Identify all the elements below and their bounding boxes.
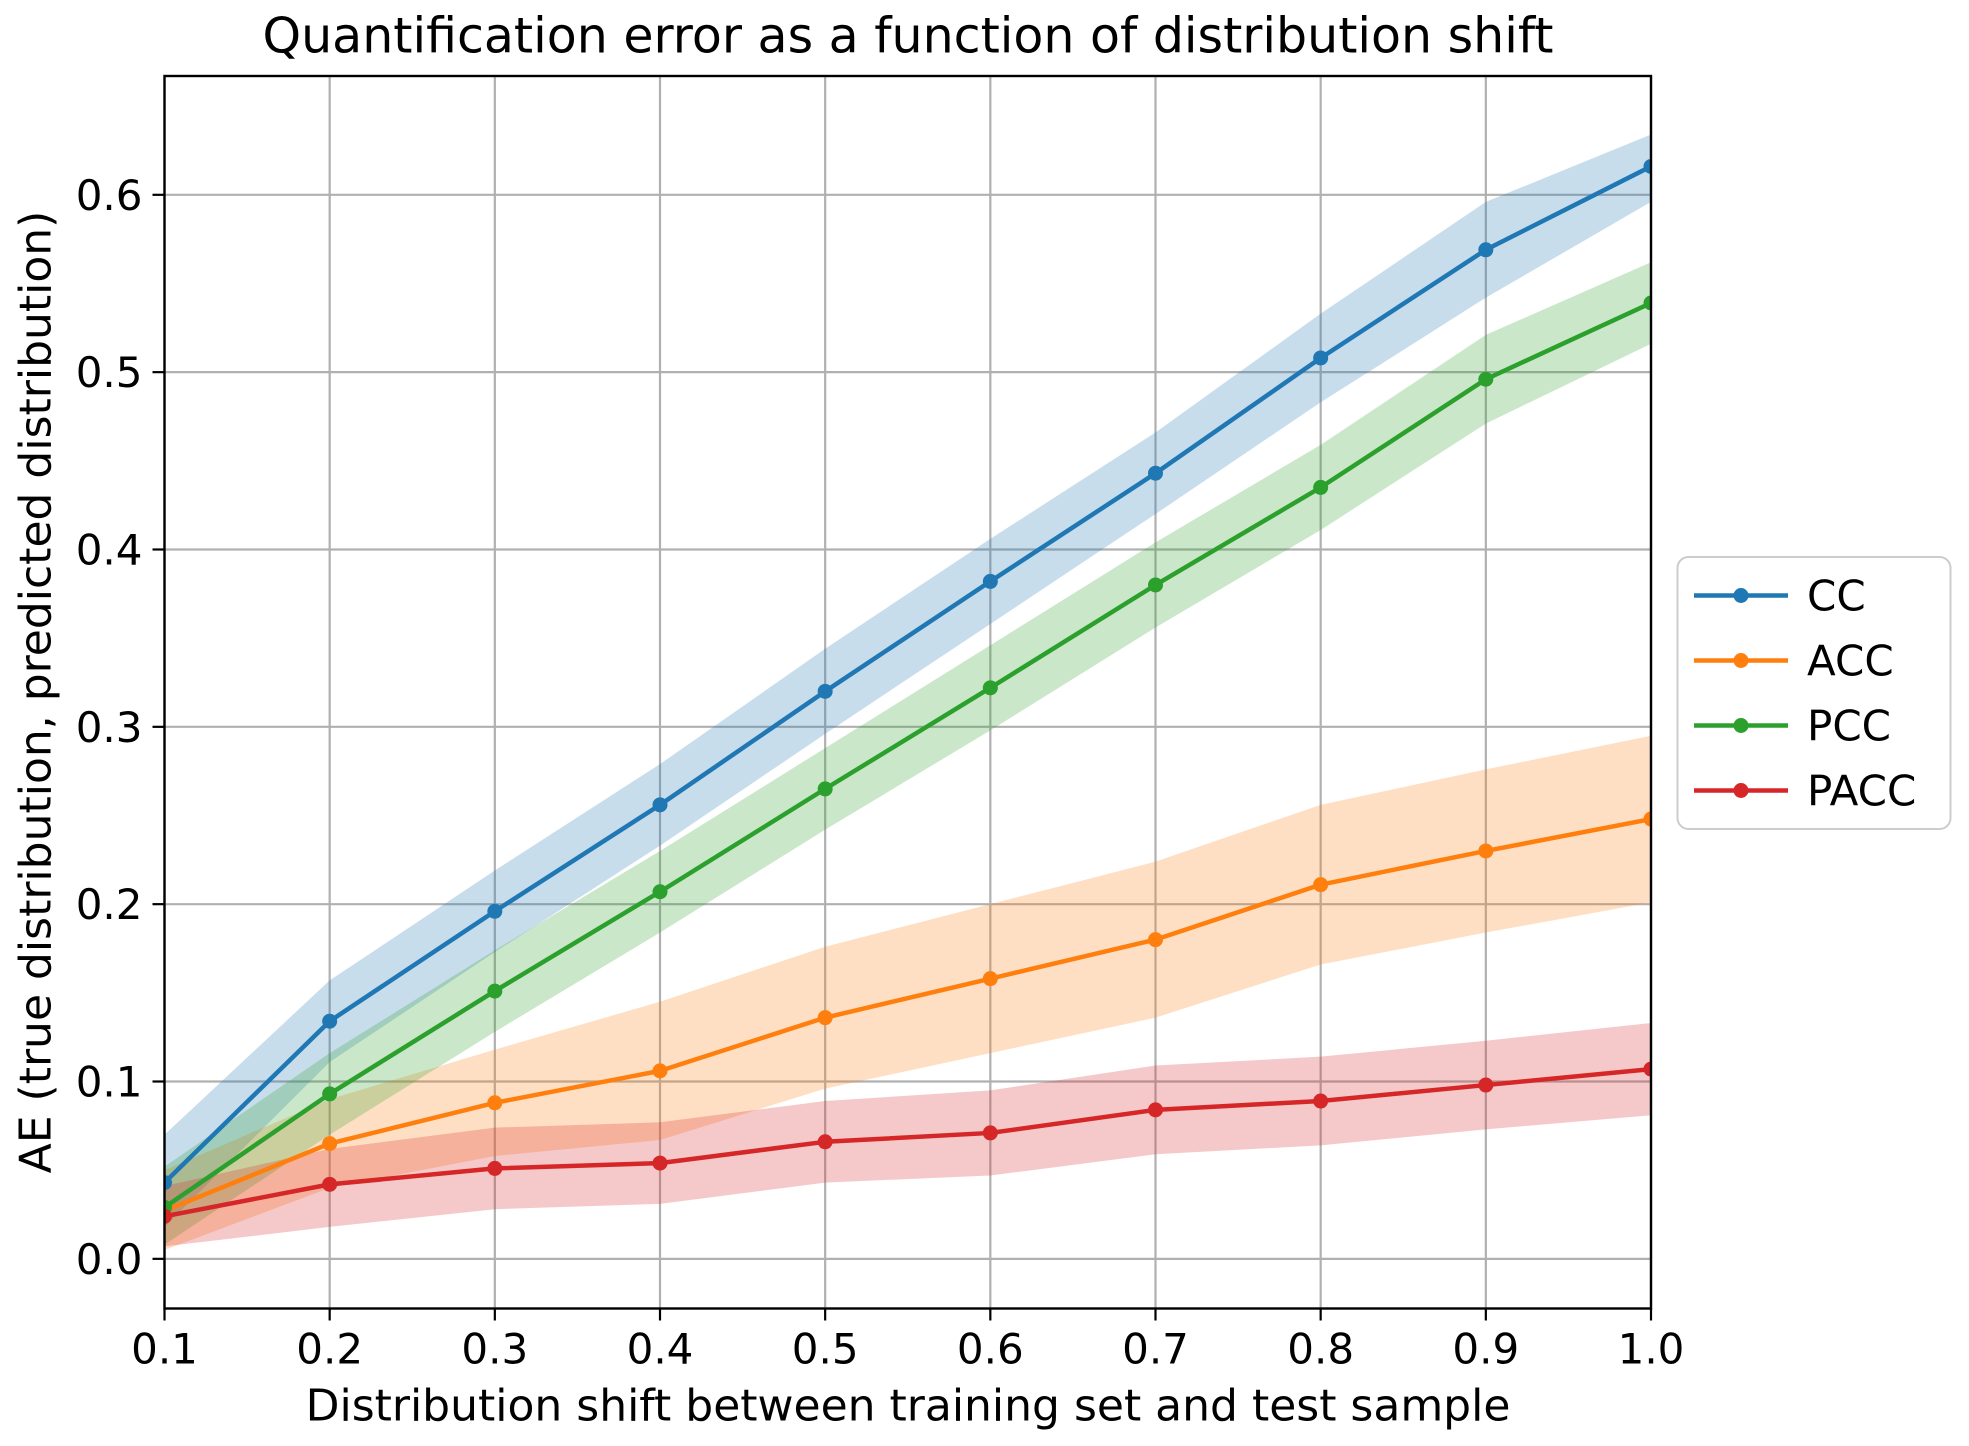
legend-label-PCC: PCC [1807, 702, 1891, 751]
data-point-PACC [1643, 1061, 1651, 1077]
x-tick-label: 0.6 [957, 1325, 1024, 1374]
legend-box [1676, 556, 1952, 830]
legend-marker-ACC [1733, 653, 1749, 668]
data-point-PCC [652, 884, 668, 900]
data-point-CC [1148, 465, 1163, 481]
data-point-PCC [1148, 577, 1163, 593]
data-point-PACC [322, 1176, 338, 1192]
data-point-PACC [652, 1155, 668, 1171]
plot-data [164, 134, 1651, 1250]
data-point-PACC [1313, 1093, 1329, 1109]
data-point-ACC [652, 1063, 668, 1079]
legend-item-PACC: PACC [1694, 767, 1916, 816]
data-point-CC [164, 1175, 172, 1191]
data-point-PACC [1148, 1102, 1163, 1118]
data-point-CC [1643, 158, 1651, 174]
data-point-PCC [322, 1086, 338, 1102]
confidence-band-CC [164, 134, 1651, 1227]
data-point-CC [322, 1013, 338, 1029]
data-point-PACC [487, 1160, 503, 1176]
legend-marker-PACC [1733, 783, 1749, 798]
series-line-CC [164, 164, 1651, 1185]
y-tick-label: 0.3 [76, 703, 143, 752]
legend-item-ACC: ACC [1694, 637, 1894, 686]
data-point-ACC [1148, 932, 1163, 948]
y-tick-label: 0.0 [76, 1235, 143, 1284]
series-line-PCC [164, 300, 1651, 1210]
data-point-ACC [982, 971, 998, 987]
data-point-CC [1313, 350, 1329, 366]
series-line-PACC [164, 1066, 1651, 1219]
legend-item-PCC: PCC [1694, 702, 1891, 751]
y-tick-label: 0.1 [76, 1058, 143, 1107]
data-point-CC [982, 573, 998, 589]
data-point-CC [652, 797, 668, 813]
data-point-PCC [1313, 479, 1329, 495]
data-point-ACC [817, 1010, 833, 1026]
x-tick-label: 0.3 [461, 1325, 528, 1374]
data-point-CC [1478, 242, 1494, 258]
data-point-ACC [1478, 843, 1494, 859]
legend: CC ACC PCC PACC [1676, 556, 1952, 830]
data-point-PACC [817, 1134, 833, 1150]
series-line-ACC [164, 816, 1651, 1214]
data-point-CC [487, 903, 503, 919]
x-tick-label: 0.1 [131, 1325, 198, 1374]
legend-label-CC: CC [1807, 572, 1866, 621]
x-tick-label: 0.2 [296, 1325, 363, 1374]
legend-label-ACC: ACC [1807, 637, 1894, 686]
x-tick-label: 0.9 [1452, 1325, 1519, 1374]
x-axis-label: Distribution shift between training set … [305, 1380, 1511, 1432]
confidence-band-PCC [164, 262, 1651, 1245]
data-point-PACC [164, 1208, 172, 1224]
legend-item-CC: CC [1694, 572, 1866, 621]
data-point-PCC [487, 983, 503, 999]
data-point-PCC [1643, 295, 1651, 311]
data-point-PCC [982, 680, 998, 696]
y-tick-label: 0.2 [76, 880, 143, 929]
data-point-ACC [1643, 811, 1651, 827]
data-point-CC [817, 683, 833, 699]
data-point-ACC [1313, 877, 1329, 893]
x-tick-label: 0.7 [1122, 1325, 1189, 1374]
x-tick-label: 0.8 [1287, 1325, 1354, 1374]
ticks [152, 193, 1653, 1321]
y-axis-label: AE (true distribution, predicted distrib… [10, 210, 62, 1174]
legend-label-PACC: PACC [1807, 767, 1916, 816]
tick-labels: 0.1 0.2 0.3 0.4 0.5 0.6 0.7 0.8 0.9 1.0 0.0 0.1 0.2 0… [76, 171, 1685, 1374]
data-point-PACC [982, 1125, 998, 1141]
data-point-ACC [487, 1095, 503, 1111]
legend-marker-CC [1733, 588, 1749, 603]
chart-title: Quantification error as a function of di… [262, 7, 1554, 65]
y-tick-label: 0.6 [76, 171, 143, 220]
x-tick-label: 1.0 [1618, 1325, 1685, 1374]
x-tick-label: 0.4 [627, 1325, 694, 1374]
confidence-band-ACC [164, 735, 1651, 1250]
data-point-PCC [1478, 371, 1494, 387]
data-point-PCC [817, 781, 833, 797]
plot-border [163, 74, 1653, 1310]
y-tick-label: 0.5 [76, 348, 143, 397]
legend-marker-PCC [1733, 718, 1749, 733]
data-point-ACC [322, 1136, 338, 1152]
y-tick-label: 0.4 [76, 525, 143, 574]
data-point-PACC [1478, 1077, 1494, 1093]
confidence-band-PACC [164, 1022, 1651, 1247]
x-tick-label: 0.5 [792, 1325, 859, 1374]
